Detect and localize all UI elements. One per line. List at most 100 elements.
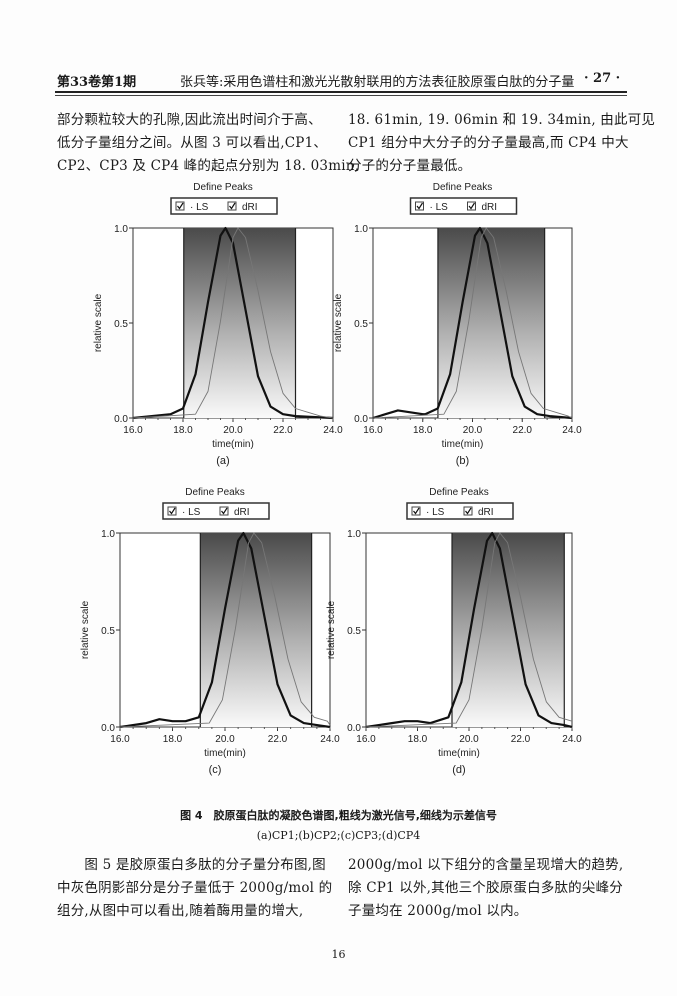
- x-tick-label: 20.0: [463, 425, 483, 436]
- legend-checkbox-ls: [167, 506, 177, 516]
- peak-shaded-region: [183, 228, 296, 418]
- x-tick-label: 24.0: [323, 425, 343, 436]
- y-axis-label: relative scale: [93, 293, 104, 352]
- text-line: CP2、CP3 及 CP4 峰的起点分别为 18. 03min,: [57, 158, 360, 174]
- checkmark-icon: [229, 202, 236, 210]
- legend-label-dri: dRI: [478, 507, 494, 518]
- legend-label-dri: dRI: [482, 202, 498, 213]
- series-dri: [372, 227, 573, 419]
- x-tick-label: 24.0: [320, 734, 340, 745]
- y-axis-label: relative scale: [80, 600, 91, 659]
- legend-label-dri: dRI: [234, 507, 250, 518]
- x-tick-label: 16.0: [123, 425, 143, 436]
- y-tick-label: 0.5: [114, 319, 128, 330]
- x-axis-label: time(min): [212, 439, 254, 450]
- y-tick-label: 0.5: [354, 319, 368, 330]
- checkmark-icon: [465, 507, 472, 515]
- legend-checkbox-ls: [415, 201, 424, 211]
- y-axis-label: relative scale: [326, 600, 337, 659]
- y-tick-label: 0.5: [101, 626, 115, 637]
- legend-box: [170, 197, 278, 215]
- header-title: 张兵等:采用色谱柱和激光光散射联用的方法表征胶原蛋白肽的分子量: [180, 75, 575, 90]
- checkmark-icon: [416, 202, 424, 210]
- text-line: 除 CP1 以外,其他三个胶原蛋白多肽的尖峰分: [348, 880, 623, 896]
- figure-subcaption: (a)CP1;(b)CP2;(c)CP3;(d)CP4: [256, 829, 421, 842]
- x-tick-label: 18.0: [163, 734, 183, 745]
- text-line: 部分颗粒较大的孔隙,因此流出时间介于高、: [57, 112, 322, 128]
- x-tick-label: 22.0: [273, 425, 293, 436]
- legend-box: [409, 197, 518, 215]
- legend-checkbox-ls: [175, 201, 185, 211]
- chart-c: 16.0 18.0 20.0 22.0 24.0 0.0 0.5 1.0 time(min) re…: [80, 487, 340, 776]
- x-tick-label: 22.0: [268, 734, 288, 745]
- panel-label: (c): [209, 764, 222, 776]
- text-line: 图 5 是胶原蛋白多肽的分子量分布图,图: [57, 857, 326, 873]
- text-line: 低分子量组分之间。从图 3 可以看出,CP1、: [57, 135, 328, 151]
- legend-checkbox-dri: [219, 506, 229, 516]
- series-dri: [365, 532, 573, 728]
- legend-checkbox-ls: [411, 506, 421, 516]
- chart-title: Define Peaks: [429, 487, 488, 498]
- chart-b: 16.0 18.0 20.0 22.0 24.0 0.0 0.5 1.0 time(min) re…: [333, 182, 582, 467]
- x-tick-label: 16.0: [363, 425, 383, 436]
- x-tick-label: 20.0: [215, 734, 235, 745]
- text-line: 子量均在 2000g/mol 以内。: [348, 903, 528, 919]
- chart-title: Define Peaks: [433, 182, 492, 193]
- x-tick-label: 22.0: [511, 734, 531, 745]
- checkmark-icon: [413, 507, 420, 515]
- series-dri: [119, 532, 331, 728]
- series-ls: [119, 531, 331, 729]
- y-tick-label: 1.0: [354, 224, 368, 235]
- x-tick-label: 22.0: [513, 425, 533, 436]
- chart-title: Define Peaks: [185, 487, 244, 498]
- y-tick-label: 0.5: [347, 626, 361, 637]
- header-page: · 27 ·: [584, 71, 621, 86]
- x-axis-label: time(min): [442, 439, 484, 450]
- x-axis-label: time(min): [204, 748, 246, 759]
- legend-label-ls: · LS: [190, 202, 209, 213]
- page-number: 16: [331, 948, 346, 961]
- legend-checkbox-dri: [463, 506, 473, 516]
- header-rule: [55, 91, 627, 93]
- x-tick-label: 24.0: [562, 425, 582, 436]
- text-line: 分子的分子量最低。: [348, 158, 472, 174]
- y-tick-label: 1.0: [347, 529, 361, 540]
- x-axis-label: time(min): [438, 748, 480, 759]
- legend-label-ls: · LS: [182, 507, 201, 518]
- y-tick-label: 1.0: [114, 224, 128, 235]
- series-ls: [365, 531, 573, 729]
- checkmark-icon: [221, 507, 228, 515]
- panel-label: (d): [452, 764, 465, 776]
- legend-box: [406, 502, 514, 520]
- text-line: CP1 组分中大分子的分子量最高,而 CP4 中大: [348, 135, 629, 151]
- peak-shaded-region: [437, 228, 545, 418]
- chart-a: 16.0 18.0 20.0 22.0 24.0 0.0 0.5 1.0 time(min) re…: [93, 182, 343, 467]
- x-tick-label: 18.0: [408, 734, 428, 745]
- legend-checkbox-dri: [467, 201, 476, 211]
- legend-box: [162, 502, 270, 520]
- chart-title: Define Peaks: [193, 182, 252, 193]
- x-tick-label: 16.0: [110, 734, 130, 745]
- legend-label-ls: · LS: [430, 202, 449, 213]
- header-volume: 第33卷第1期: [57, 75, 137, 90]
- x-tick-label: 20.0: [223, 425, 243, 436]
- series-dri: [132, 227, 334, 419]
- figure-caption: 图 4 胶原蛋白肽的凝胶色谱图,粗线为激光信号,细线为示差信号: [180, 809, 497, 822]
- series-ls: [132, 226, 334, 420]
- y-tick-label: 0.0: [101, 723, 115, 734]
- panel-label: (b): [456, 455, 469, 467]
- checkmark-icon: [169, 507, 176, 515]
- series-ls: [372, 226, 573, 420]
- x-tick-label: 18.0: [173, 425, 193, 436]
- y-tick-label: 0.0: [114, 414, 128, 425]
- x-tick-label: 18.0: [413, 425, 433, 436]
- panel-label: (a): [216, 455, 229, 467]
- y-tick-label: 1.0: [101, 529, 115, 540]
- x-tick-label: 24.0: [562, 734, 582, 745]
- chart-d: 16.0 18.0 20.0 22.0 24.0 0.0 0.5 1.0 time(min) re…: [326, 487, 582, 776]
- y-tick-label: 0.0: [347, 723, 361, 734]
- x-tick-label: 20.0: [459, 734, 479, 745]
- header-rule-thin: [55, 95, 627, 96]
- y-tick-label: 0.0: [354, 414, 368, 425]
